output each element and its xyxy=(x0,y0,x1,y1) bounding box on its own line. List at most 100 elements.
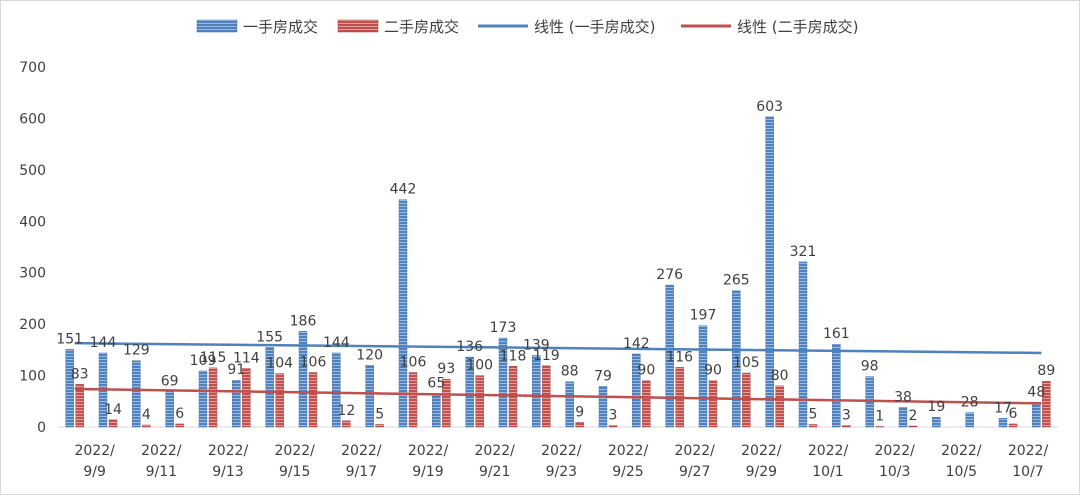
x-tick-label: 9/17 xyxy=(346,464,377,480)
bar-new-home-10 xyxy=(365,365,374,428)
bar-resale-home-9 xyxy=(342,420,351,428)
bar-resale-home-1 xyxy=(75,384,84,428)
bar-new-home-30 xyxy=(1032,402,1041,428)
data-label: 1 xyxy=(875,408,884,424)
data-label: 69 xyxy=(161,374,179,390)
data-label: 109 xyxy=(190,353,217,369)
bar-resale-home-29 xyxy=(1008,423,1018,428)
legend-label-3: 线性 (一手房成交) xyxy=(534,18,655,36)
data-label: 155 xyxy=(256,329,283,345)
bar-new-home-18 xyxy=(632,353,641,428)
bar-new-home-4 xyxy=(165,391,174,428)
bar-new-home-5 xyxy=(198,370,208,428)
data-label: 106 xyxy=(300,354,327,370)
bar-resale-home-2 xyxy=(108,419,118,428)
bar-resale-home-30 xyxy=(1042,381,1051,428)
y-tick-label-600: 600 xyxy=(19,111,46,127)
data-label: 139 xyxy=(523,338,550,354)
x-tick-label: 2022/ xyxy=(608,443,649,459)
x-tick-label: 10/7 xyxy=(1012,464,1043,480)
data-label: 65 xyxy=(427,376,445,392)
x-tick-label: 2022/ xyxy=(941,443,982,459)
y-tick-label-400: 400 xyxy=(19,214,46,230)
x-tick-label: 2022/ xyxy=(341,443,382,459)
x-tick-label: 10/1 xyxy=(812,464,843,480)
legend-label-4: 线性 (二手房成交) xyxy=(737,18,858,36)
x-tick-label: 9/15 xyxy=(279,464,310,480)
x-tick-label: 2022/ xyxy=(741,443,782,459)
x-tick-label: 9/21 xyxy=(479,464,510,480)
bars xyxy=(65,116,1051,428)
x-tick-label: 2022/ xyxy=(141,443,182,459)
data-label: 161 xyxy=(823,326,850,342)
bar-new-home-6 xyxy=(232,380,241,428)
bar-new-home-8 xyxy=(298,331,308,428)
bar-new-home-19 xyxy=(665,284,674,428)
y-axis: 0 100 200 300 400 500 600 700 xyxy=(19,60,46,436)
bar-new-home-12 xyxy=(432,393,441,428)
data-label: 265 xyxy=(723,273,750,289)
data-label: 119 xyxy=(533,348,560,364)
data-label: 91 xyxy=(227,362,245,378)
bar-resale-home-22 xyxy=(775,385,784,428)
data-label: 136 xyxy=(456,339,483,355)
data-label: 17 xyxy=(994,400,1012,416)
x-tick-label: 9/23 xyxy=(546,464,577,480)
bar-new-home-13 xyxy=(465,356,474,428)
x-tick-label: 9/13 xyxy=(212,464,243,480)
y-tick-label-100: 100 xyxy=(19,369,46,385)
bar-resale-home-12 xyxy=(442,378,451,428)
data-label: 28 xyxy=(961,395,979,411)
data-label: 120 xyxy=(356,347,383,363)
data-label: 173 xyxy=(490,320,517,336)
x-tick-label: 2022/ xyxy=(808,443,849,459)
x-tick-label: 2022/ xyxy=(474,443,515,459)
data-label: 442 xyxy=(390,182,417,198)
bar-resale-home-5 xyxy=(208,367,218,428)
x-tick-label: 9/9 xyxy=(83,464,106,480)
x-tick-label: 9/27 xyxy=(679,464,710,480)
data-label: 89 xyxy=(1037,363,1055,379)
bar-resale-home-6 xyxy=(242,368,251,428)
x-tick-label: 9/19 xyxy=(412,464,443,480)
bar-resale-home-16 xyxy=(575,422,584,428)
bar-new-home-11 xyxy=(398,199,408,428)
data-label: 116 xyxy=(666,349,693,365)
data-label: 6 xyxy=(1009,406,1018,422)
data-label: 186 xyxy=(290,313,317,329)
y-tick-label-700: 700 xyxy=(19,60,46,76)
data-label: 115 xyxy=(200,350,227,366)
data-label: 100 xyxy=(466,358,493,374)
data-label: 151 xyxy=(56,331,83,347)
bar-resale-home-7 xyxy=(275,373,284,428)
x-tick-label: 9/29 xyxy=(746,464,777,480)
bar-resale-home-23 xyxy=(808,424,818,428)
data-label: 83 xyxy=(71,366,89,382)
x-tick-label: 10/3 xyxy=(879,464,910,480)
data-label: 90 xyxy=(637,363,655,379)
bar-new-home-27 xyxy=(932,417,941,428)
bar-new-home-20 xyxy=(698,325,708,428)
y-tick-label-300: 300 xyxy=(19,266,46,282)
x-tick-label: 2022/ xyxy=(408,443,449,459)
data-label: 114 xyxy=(233,350,260,366)
data-label: 4 xyxy=(142,407,151,423)
data-label: 276 xyxy=(656,267,683,283)
y-tick-label-0: 0 xyxy=(37,420,46,436)
bar-new-home-24 xyxy=(832,344,841,428)
bar-resale-home-18 xyxy=(642,380,651,428)
x-tick-label: 2022/ xyxy=(208,443,249,459)
data-label: 3 xyxy=(609,407,618,423)
data-label: 80 xyxy=(771,368,789,384)
legend-label-1: 一手房成交 xyxy=(243,18,318,36)
data-label: 5 xyxy=(809,406,818,422)
bar-new-home-1 xyxy=(65,349,74,428)
data-label: 603 xyxy=(756,99,783,115)
trendlines xyxy=(74,341,1042,405)
x-tick-label: 9/11 xyxy=(146,464,177,480)
data-label: 2 xyxy=(909,408,918,424)
bar-resale-home-17 xyxy=(608,425,618,428)
legend: 一手房成交 二手房成交 线性 (一手房成交) 线性 (二手房成交) xyxy=(196,18,858,36)
trendline-resale-home xyxy=(74,387,1042,405)
